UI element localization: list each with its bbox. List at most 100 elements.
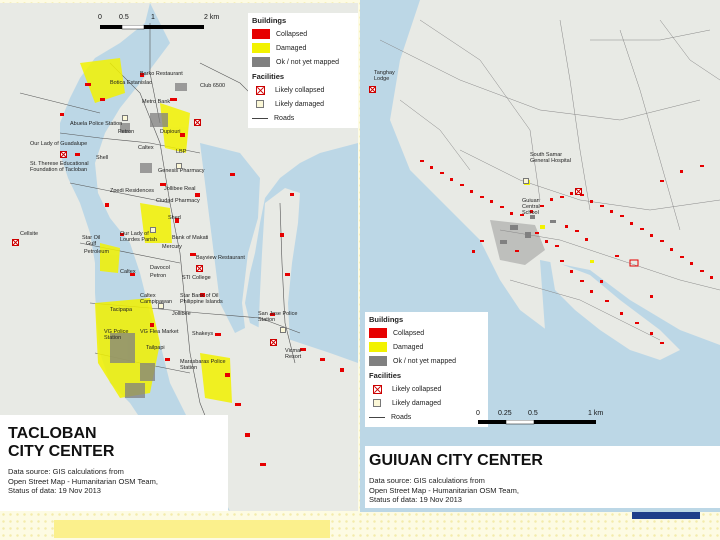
inlet-water <box>200 143 260 333</box>
legend-collapsed: Collapsed <box>393 329 425 337</box>
legend-buildings-heading: Buildings <box>252 16 287 25</box>
east-peninsula <box>258 188 358 511</box>
place-label: Botica Estanislao <box>110 80 153 86</box>
map-title-line1: TACLOBAN <box>8 425 97 442</box>
likely-damaged-marker[interactable] <box>176 163 182 169</box>
data-source-line1: Data source: GIS calculations from <box>8 467 124 476</box>
place-label: LBP <box>176 149 187 155</box>
tacloban-title-box: TACLOBAN CITY CENTER Data source: GIS ca… <box>0 415 228 511</box>
data-source-line1: Data source: GIS calculations from <box>369 476 485 485</box>
place-label: St. Therese Educational Foundation of Ta… <box>30 161 89 173</box>
data-source-line2: Open Street Map - Humanitarian OSM Team, <box>369 485 519 495</box>
scale-label-0: 0 <box>98 14 102 21</box>
place-label: Genesis Pharmacy <box>158 168 205 174</box>
legend-likely-collapsed: Likely collapsed <box>275 86 325 94</box>
place-label: Tailpapi <box>146 345 165 351</box>
place-label: Abuela Police Station <box>70 121 123 127</box>
place-label: Caltex Campipawan <box>140 293 173 305</box>
place-label: Cellsite <box>20 231 39 237</box>
data-status-line: Status of data: 19 Nov 2013 <box>8 486 101 495</box>
damaged-swatch <box>369 342 387 352</box>
map-title: GUIUAN CITY CENTER <box>369 452 543 469</box>
ok-buildings-layer <box>110 83 187 398</box>
place-label: Guiuan Central School <box>522 198 540 216</box>
scale-label-half: 0.5 <box>528 410 538 417</box>
legend-roads: Roads <box>274 114 295 122</box>
guiuan-title-box: GUIUAN CITY CENTER Data source: GIS calc… <box>365 446 720 508</box>
likely-damaged-marker[interactable] <box>122 115 128 121</box>
place-label: Shakeys <box>192 331 214 337</box>
legend-damaged: Damaged <box>276 44 307 52</box>
place-label: Bayview Restaurant <box>196 255 245 261</box>
likely-collapsed-marker[interactable] <box>60 151 67 158</box>
ok-buildings-layer <box>500 215 556 244</box>
likely-collapsed-marker[interactable] <box>196 265 203 272</box>
collapsed-swatch <box>369 328 387 338</box>
legend-facilities-heading: Facilities <box>369 371 402 380</box>
damaged-swatch <box>252 43 270 53</box>
place-label: Petroleum <box>84 249 110 255</box>
road-line-icon <box>369 416 385 418</box>
collapsed-buildings-layer <box>420 160 713 344</box>
place-label: Shed <box>168 215 181 221</box>
place-label: Petron <box>150 273 167 279</box>
place-label: Dupiouri <box>160 129 181 135</box>
likely-damaged-marker[interactable] <box>158 303 164 309</box>
likely-damaged-marker[interactable] <box>150 227 156 233</box>
place-label: Ciudad Pharmacy <box>156 198 200 204</box>
legend-ok: Ok / not yet mapped <box>276 58 340 66</box>
place-label: Tanghay Lodge <box>374 70 395 82</box>
likely-collapsed-marker[interactable] <box>270 339 277 346</box>
place-label: Our Lady of Guadalupe <box>30 141 88 147</box>
data-status-line: Status of data: 19 Nov 2013 <box>369 495 462 504</box>
place-label: VG Police Station <box>104 329 129 341</box>
guiuan-map-canvas <box>360 0 720 512</box>
likely-collapsed-marker[interactable] <box>194 119 201 126</box>
place-label: Jollibee Real <box>164 186 196 192</box>
slide-accent-bar <box>54 520 330 538</box>
tacloban-scale-bar <box>100 25 215 33</box>
place-label: Caltex <box>138 145 154 151</box>
grey-district <box>490 220 545 265</box>
place-label: Metro Bank <box>142 99 171 105</box>
slide-blue-accent <box>632 512 700 519</box>
place-label: Zpedi Residences <box>110 188 155 194</box>
likely-collapsed-marker[interactable] <box>575 188 582 195</box>
place-label: Barko Restaurant <box>140 71 183 77</box>
likely-damaged-marker[interactable] <box>280 327 286 333</box>
place-label: Jollibee <box>172 311 191 317</box>
likely-collapsed-marker[interactable] <box>369 86 376 93</box>
map-title-line2: CITY CENTER <box>8 443 115 460</box>
place-label: Petron <box>118 129 135 135</box>
place-label: South Samar General Hospital <box>530 152 571 164</box>
roads-layer <box>379 19 720 341</box>
likely-damaged-marker[interactable] <box>523 178 529 184</box>
legend-likely-collapsed: Likely collapsed <box>392 385 442 393</box>
place-label: Vicmar Resort <box>285 348 303 360</box>
scale-label-half: 0.5 <box>119 14 129 21</box>
place-label: Davocol <box>150 265 170 271</box>
legend-likely-damaged: Likely damaged <box>275 100 325 108</box>
data-source-line2: Open Street Map - Humanitarian OSM Team, <box>8 476 158 486</box>
scale-label-1: 1 <box>151 14 155 21</box>
tacloban-map-panel: 0 0.5 1 2 km Buildings Collapsed Damaged… <box>0 3 358 511</box>
scale-label-quarter: 0.25 <box>498 410 512 417</box>
likely-collapsed-icon <box>373 384 382 394</box>
ok-swatch <box>252 57 270 67</box>
place-label: Our Lady of Lourdes Parish <box>120 231 157 243</box>
ok-swatch <box>369 356 387 366</box>
likely-collapsed-marker[interactable] <box>12 239 19 246</box>
legend-damaged: Damaged <box>393 343 424 351</box>
place-label: Star Bank of Oil Philippine Islands <box>180 293 223 305</box>
tacloban-legend: Buildings Collapsed Damaged Ok / not yet… <box>248 13 358 128</box>
guiuan-map-panel: Tanghay Lodge South Samar General Hospit… <box>360 0 720 512</box>
legend-roads: Roads <box>391 413 412 421</box>
guiuan-legend: Buildings Collapsed Damaged Ok / not yet… <box>365 312 488 427</box>
place-label: Caltex <box>120 269 136 275</box>
legend-buildings-heading: Buildings <box>369 315 404 324</box>
place-label: Club 6500 <box>200 83 226 89</box>
place-label: Bank of Makati <box>172 235 209 241</box>
legend-collapsed: Collapsed <box>276 30 308 38</box>
collapsed-swatch <box>252 29 270 39</box>
place-label: Marasbaras Police Station <box>180 359 226 371</box>
